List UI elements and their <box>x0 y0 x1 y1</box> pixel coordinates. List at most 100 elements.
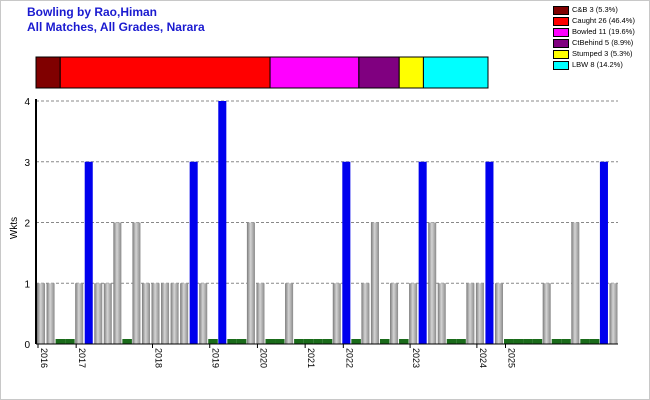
bar <box>285 283 294 344</box>
bar <box>485 161 494 344</box>
y-tick-label: 3 <box>24 158 30 169</box>
bar-zero <box>313 339 323 344</box>
bar <box>75 283 84 344</box>
legend-swatch <box>553 50 569 59</box>
bar <box>609 283 618 344</box>
y-tick-label: 1 <box>24 279 30 290</box>
bar <box>246 222 255 344</box>
bar-zero <box>504 339 514 344</box>
bar-zero <box>580 339 590 344</box>
bar-zero <box>561 339 571 344</box>
bar <box>256 283 265 344</box>
bar <box>94 283 103 344</box>
gridlines <box>36 100 618 284</box>
bar-zero <box>275 339 285 344</box>
bar-zero <box>513 339 524 344</box>
bar <box>475 283 484 344</box>
bar-zero <box>379 339 390 344</box>
legend-swatch <box>553 61 569 70</box>
bar <box>84 161 93 344</box>
x-tick-label: 2025 <box>507 348 517 368</box>
dismissal-segment <box>358 56 400 89</box>
x-tick-label: 2019 <box>211 348 221 368</box>
dismissal-segment <box>398 56 424 89</box>
bar-zero <box>446 339 457 344</box>
bar-zero <box>532 339 543 344</box>
bar-zero <box>55 339 66 344</box>
legend-swatch <box>553 6 569 15</box>
x-tick-label: 2024 <box>478 348 488 368</box>
bar <box>218 101 227 344</box>
chart-title: Bowling by Rao,Himan <box>27 5 158 19</box>
bar-zero <box>236 339 247 344</box>
bar-zero <box>523 339 533 344</box>
bar <box>428 222 437 344</box>
bar <box>571 222 580 344</box>
x-tick-label: 2017 <box>77 348 87 368</box>
bar <box>599 161 608 344</box>
bar-zero <box>294 339 304 344</box>
bar <box>332 283 341 344</box>
bar-zero <box>551 339 562 344</box>
bar-zero <box>351 339 361 344</box>
x-tick-label: 2020 <box>258 348 268 368</box>
dismissal-segment <box>269 56 360 89</box>
bar <box>141 283 150 344</box>
x-tick-label: 2018 <box>153 348 163 368</box>
legend-swatch <box>553 39 569 48</box>
bar-zero <box>65 339 75 344</box>
bar <box>37 283 46 344</box>
legend-label: Bowled 11 (19.6%) <box>572 27 635 36</box>
bar-zero <box>589 339 600 344</box>
x-tick-label: 2023 <box>411 348 421 368</box>
x-tick-label: 2016 <box>39 348 49 368</box>
bar-zero <box>208 339 218 344</box>
bar-zero <box>456 339 466 344</box>
bar-zero <box>265 339 276 344</box>
bar <box>170 283 179 344</box>
bar-zero <box>227 339 237 344</box>
bar <box>409 283 418 344</box>
bar <box>132 222 141 344</box>
legend-swatch <box>553 28 569 37</box>
legend-label: Stumped 3 (5.3%) <box>572 49 633 58</box>
legend-swatch <box>553 17 569 26</box>
y-tick-label: 0 <box>24 340 30 351</box>
bar <box>342 161 351 344</box>
bars <box>37 101 618 344</box>
y-tick-label: 4 <box>24 97 30 108</box>
y-tick-label: 2 <box>24 219 30 230</box>
bar <box>494 283 504 344</box>
bar <box>161 283 170 344</box>
bar <box>180 283 189 344</box>
bar <box>189 161 198 344</box>
legend-label: C&B 3 (5.3%) <box>572 5 618 14</box>
bar <box>390 283 399 344</box>
chart-subtitle: All Matches, All Grades, Narara <box>27 20 205 34</box>
bar <box>199 283 208 344</box>
bar <box>361 283 370 344</box>
bar <box>370 222 379 344</box>
dismissal-summary-bar <box>35 56 489 89</box>
bar <box>113 222 122 344</box>
bar <box>437 283 446 344</box>
bar <box>151 283 160 344</box>
dismissal-segment <box>59 56 271 89</box>
bar <box>466 283 475 344</box>
y-axis-label: Wkts <box>9 217 20 239</box>
bar-zero <box>322 339 333 344</box>
bar-zero <box>399 339 409 344</box>
x-tick-label: 2021 <box>306 348 316 368</box>
legend-label: LBW 8 (14.2%) <box>572 60 623 69</box>
dismissal-segment <box>35 56 61 89</box>
dismissal-segment <box>422 56 489 89</box>
legend-label: Caught 26 (46.4%) <box>572 16 635 25</box>
bar-zero <box>122 339 132 344</box>
legend-label: CtBehind 5 (8.9%) <box>572 38 634 47</box>
bar <box>542 283 551 344</box>
bar <box>46 283 55 344</box>
bar <box>418 161 427 344</box>
axes: 0 1 2 3 4 2016 2017 2018 2019 2020 2021 2022 2023 202… <box>24 97 618 368</box>
bar <box>103 283 112 344</box>
